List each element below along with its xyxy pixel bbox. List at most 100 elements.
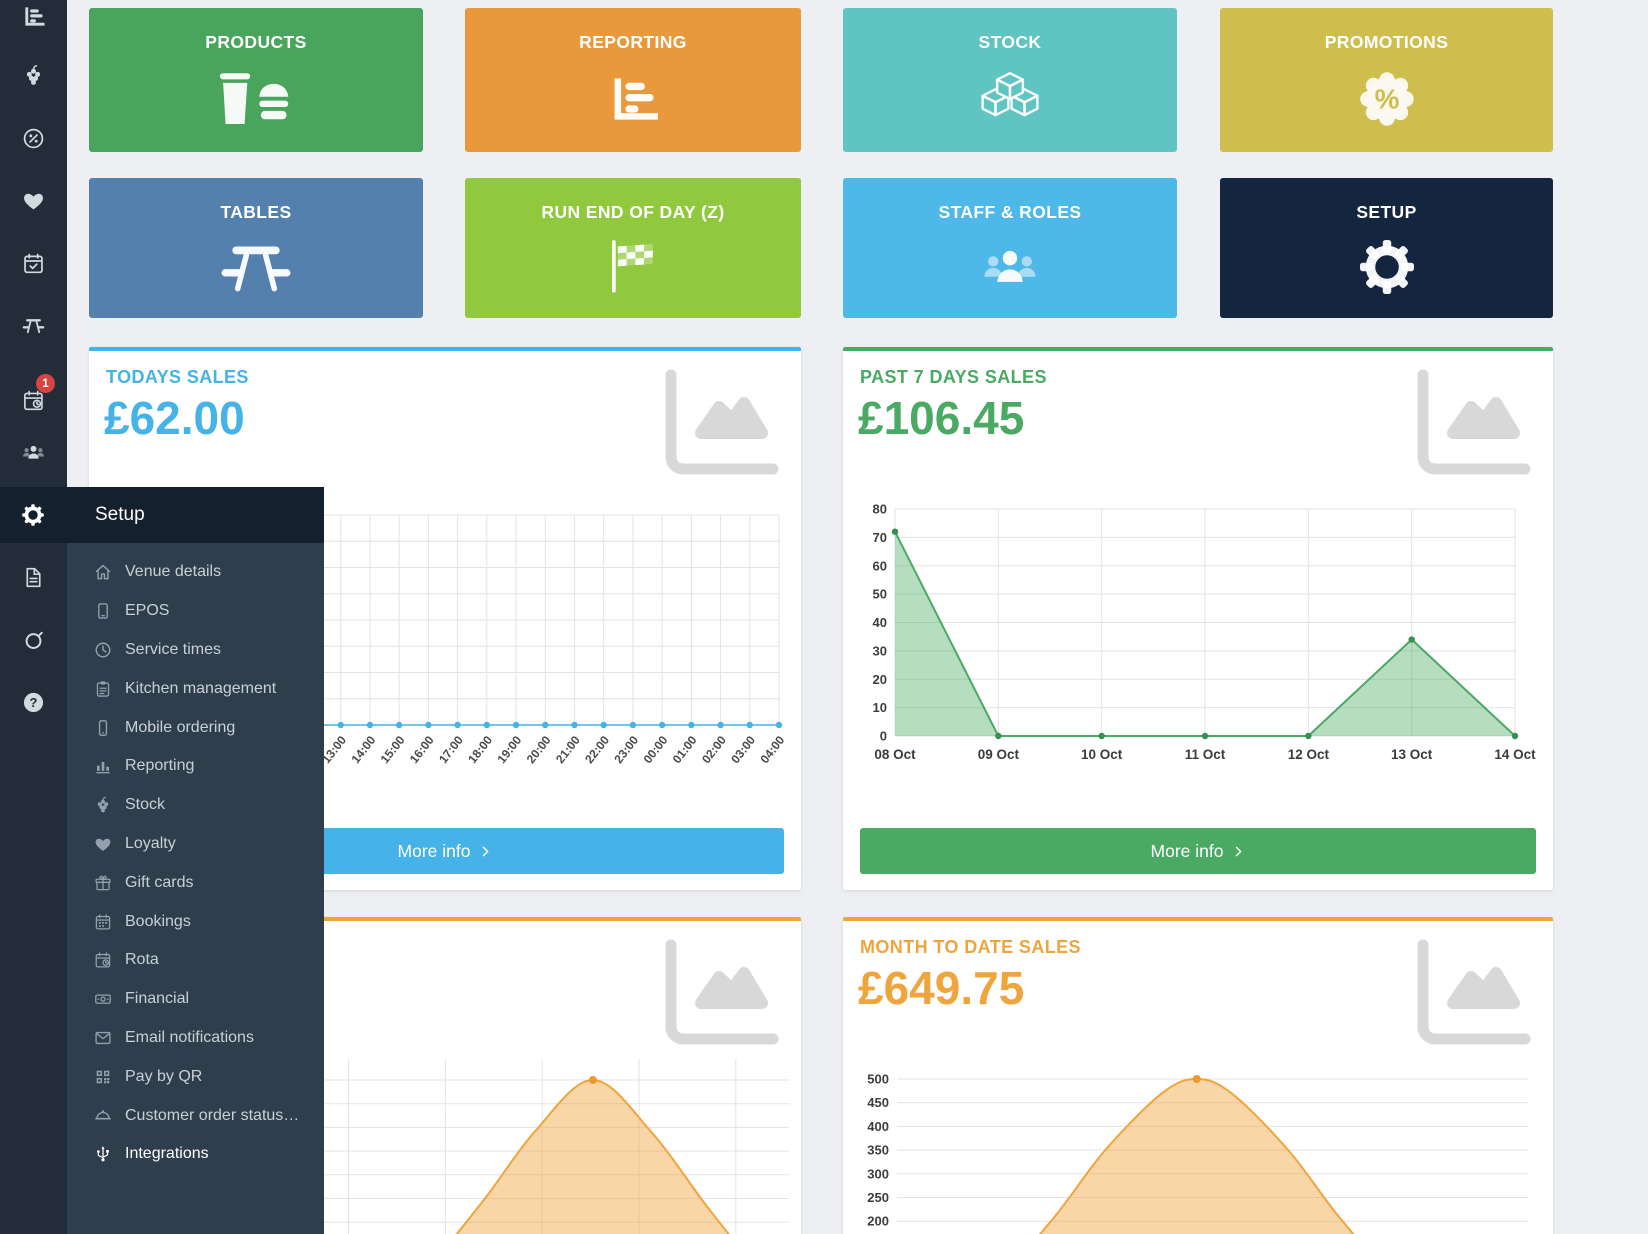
- flyout-title: Setup: [95, 504, 145, 525]
- users-icon: [975, 239, 1045, 295]
- card-title: MONTH TO DATE SALES: [860, 937, 1081, 957]
- svg-text:30: 30: [873, 643, 887, 658]
- sidebar-item-stock[interactable]: [0, 53, 67, 97]
- svg-text:11 Oct: 11 Oct: [1185, 747, 1226, 762]
- svg-text:10 Oct: 10 Oct: [1081, 747, 1123, 762]
- sidebar-item-bookings[interactable]: [0, 241, 67, 285]
- home-icon: [94, 563, 112, 581]
- seal-icon: [1358, 70, 1416, 128]
- menu-item-label: Reporting: [125, 757, 195, 775]
- setup-menu-item-bookings[interactable]: Bookings: [67, 902, 324, 941]
- past-7-days-sales-card: PAST 7 DAYS SALES £106.45 0 10 20 30 40 50 60 7…: [843, 347, 1553, 890]
- svg-text:08 Oct: 08 Oct: [874, 747, 916, 762]
- tile-icon-wrap: [843, 224, 1177, 310]
- svg-text:10: 10: [873, 700, 887, 715]
- tile-label: STAFF & ROLES: [938, 202, 1082, 222]
- tile-icon-wrap: [465, 224, 801, 310]
- menu-item-label: EPOS: [125, 602, 170, 620]
- sidebar-item-reports[interactable]: [0, 0, 67, 38]
- setup-menu-item-service-times[interactable]: Service times: [67, 631, 324, 670]
- chevron-right-icon: [479, 845, 492, 858]
- setup-menu-item-epos[interactable]: EPOS: [67, 592, 324, 631]
- sidebar-item-feedback[interactable]: [0, 618, 67, 662]
- svg-text:01:00: 01:00: [670, 733, 700, 766]
- cloche-icon: [94, 1107, 112, 1125]
- setup-menu-item-kitchen-management[interactable]: Kitchen management: [67, 669, 324, 708]
- past-7-days-more-info-button[interactable]: More info: [860, 828, 1536, 874]
- tile-setup[interactable]: SETUP: [1220, 178, 1553, 318]
- bars-v-icon: [94, 757, 112, 775]
- setup-menu-item-reporting[interactable]: Reporting: [67, 747, 324, 786]
- setup-menu-item-email-notifications[interactable]: Email notifications: [67, 1019, 324, 1058]
- svg-text:17:00: 17:00: [436, 733, 466, 766]
- setup-menu-item-pay-by-qr[interactable]: Pay by QR: [67, 1057, 324, 1096]
- setup-menu-item-loyalty[interactable]: Loyalty: [67, 825, 324, 864]
- sidebar-item-loyalty[interactable]: [0, 178, 67, 222]
- past-7-days-sales-chart: 0 10 20 30 40 50 60 70 80 08 Oct 09 Oct 10 Oct 11 Oc…: [873, 502, 1537, 763]
- picnic-table-icon: [218, 239, 294, 295]
- svg-text:0: 0: [880, 729, 887, 744]
- svg-text:300: 300: [867, 1166, 889, 1181]
- menu-item-label: Bookings: [125, 912, 191, 930]
- clock-icon: [94, 641, 112, 659]
- sidebar-item-tables[interactable]: [0, 303, 67, 347]
- sidebar-item-promotions[interactable]: [0, 116, 67, 160]
- svg-text:450: 450: [867, 1095, 889, 1110]
- cubes-icon: [977, 70, 1043, 128]
- tile-label: SETUP: [1356, 202, 1417, 222]
- tile-icon-wrap: [1220, 224, 1553, 310]
- setup-menu-item-customer-order-status[interactable]: Customer order status…: [67, 1096, 324, 1135]
- kitchen-icon: [94, 680, 112, 698]
- gear-icon: [1357, 237, 1417, 297]
- month-to-date-sales-chart: 500450400350300250200150100500: [867, 1072, 1528, 1234]
- card-title: TODAYS SALES: [106, 367, 249, 387]
- svg-text:50: 50: [873, 587, 887, 602]
- calendar-check-icon: [22, 252, 45, 275]
- picnic-table-icon: [22, 314, 45, 337]
- svg-text:09 Oct: 09 Oct: [978, 747, 1020, 762]
- setup-menu-item-stock[interactable]: Stock: [67, 786, 324, 825]
- svg-text:200: 200: [867, 1214, 889, 1229]
- sidebar-item-help[interactable]: [0, 680, 67, 724]
- setup-menu-item-gift-cards[interactable]: Gift cards: [67, 863, 324, 902]
- sidebar-item-staff[interactable]: [0, 430, 67, 474]
- tile-label: TABLES: [220, 202, 292, 222]
- setup-menu-item-mobile-ordering[interactable]: Mobile ordering: [67, 708, 324, 747]
- percent-icon: [22, 127, 45, 150]
- menu-item-label: Rota: [125, 951, 159, 969]
- setup-menu-item-venue-details[interactable]: Venue details: [67, 553, 324, 592]
- tile-promotions[interactable]: PROMOTIONS: [1220, 8, 1553, 152]
- month-to-date-sales-amount: £649.75: [858, 962, 1025, 1014]
- setup-flyout-header[interactable]: Setup: [0, 487, 324, 543]
- tile-label: PRODUCTS: [205, 32, 307, 52]
- menu-item-label: Kitchen management: [125, 679, 277, 697]
- sidebar-item-rota[interactable]: 1: [0, 374, 67, 422]
- card-accent-bar: [843, 347, 1553, 351]
- tile-label: RUN END OF DAY (Z): [541, 202, 725, 222]
- grapes-icon: [22, 64, 45, 87]
- tile-tables[interactable]: TABLES: [89, 178, 423, 318]
- month-to-date-sales-card: MONTH TO DATE SALES £649.75 500 450 400 350…: [843, 917, 1553, 1234]
- menu-item-label: Loyalty: [125, 834, 176, 852]
- tile-run-end-of-day-z[interactable]: RUN END OF DAY (Z): [465, 178, 801, 318]
- svg-text:18:00: 18:00: [465, 733, 495, 766]
- todays-sales-chart: 13:00 14:00 15:00 16:00 17:00 18:00 19:00 20:00…: [103, 514, 785, 766]
- chart-placeholder-icon: [653, 369, 781, 481]
- notification-badge: 1: [36, 374, 55, 393]
- menu-item-label: Gift cards: [125, 873, 194, 891]
- tile-products[interactable]: PRODUCTS: [89, 8, 423, 152]
- svg-text:60: 60: [873, 558, 887, 573]
- setup-menu-item-integrations[interactable]: Integrations: [67, 1135, 324, 1174]
- tile-stock[interactable]: STOCK: [843, 8, 1177, 152]
- setup-menu-item-rota[interactable]: Rota: [67, 941, 324, 980]
- tablet-icon: [94, 602, 112, 620]
- qr-icon: [94, 1068, 112, 1086]
- tile-reporting[interactable]: REPORTING: [465, 8, 801, 152]
- past-7-days-sales-amount: £106.45: [858, 392, 1025, 444]
- setup-menu-item-financial[interactable]: Financial: [67, 980, 324, 1019]
- sidebar-item-documents[interactable]: [0, 555, 67, 599]
- more-info-label: More info: [397, 840, 471, 861]
- chart-placeholder-icon: [653, 939, 781, 1051]
- users-icon: [22, 441, 45, 464]
- tile-staff-roles[interactable]: STAFF & ROLES: [843, 178, 1177, 318]
